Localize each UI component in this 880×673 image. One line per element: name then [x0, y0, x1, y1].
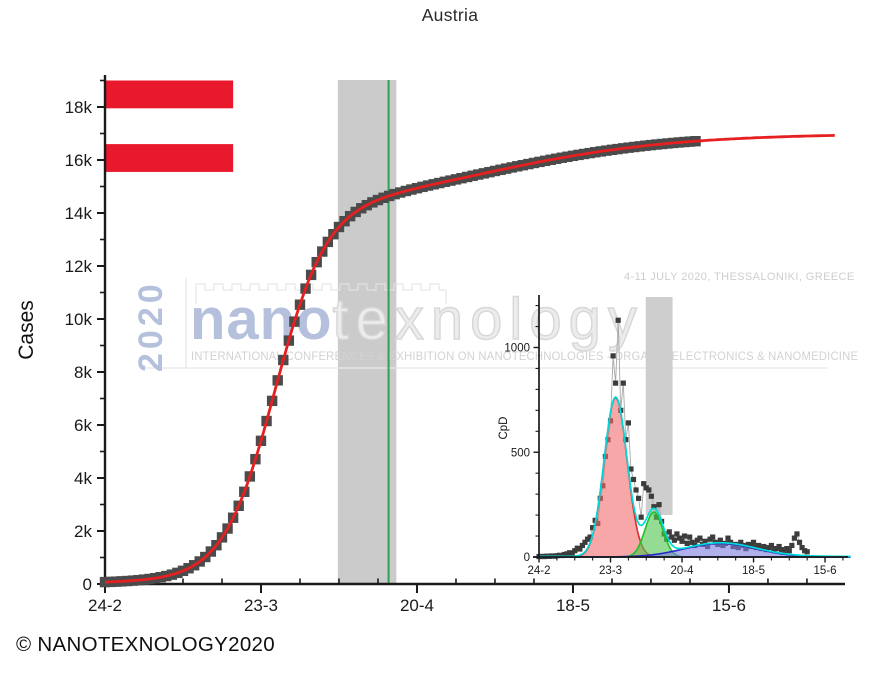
inset-data-point [615, 317, 621, 323]
inset-data-point [674, 531, 680, 537]
inset-data-point [613, 380, 619, 386]
lockdown-band [337, 80, 397, 584]
inset-x-tick-label: 20-4 [671, 565, 695, 577]
inset-data-point [727, 539, 734, 545]
x-tick-label: 18-5 [556, 596, 590, 615]
x-tick-label: 20-4 [400, 596, 434, 615]
inset-data-point [689, 539, 695, 545]
inset-data-point [717, 537, 723, 543]
y-tick-label: 0 [83, 575, 92, 594]
y-tick-label: 18k [65, 98, 93, 117]
inset-connector-line [538, 320, 808, 558]
inset-data-point [799, 544, 805, 551]
inset-data-point [579, 542, 586, 549]
inset-data-point [796, 539, 803, 545]
inset-data-point [756, 542, 762, 549]
inset-data-point [620, 380, 626, 386]
inset-lockdown-band [645, 297, 673, 515]
y-tick-label: 4k [74, 469, 92, 488]
y-tick-label: 16k [65, 151, 93, 170]
y-tick-label: 6k [74, 416, 92, 435]
inset-data-point [633, 487, 639, 493]
inset-data-point [666, 529, 672, 535]
inset-data-point [582, 539, 588, 545]
inset-data-point [676, 535, 683, 541]
y-tick-label: 2k [74, 522, 92, 541]
y-tick-label: 8k [74, 363, 92, 382]
inset-data-point [669, 534, 675, 540]
inset-data-point [791, 535, 797, 541]
y-tick-label: 14k [65, 204, 93, 223]
inset-data-point [623, 437, 629, 443]
inset-data-point [651, 504, 657, 510]
inset-data-point [710, 534, 716, 540]
inset-data-point [786, 548, 792, 554]
inset-data-point [761, 543, 767, 550]
inset-data-point [671, 537, 677, 543]
inset-data-point [610, 353, 616, 359]
inset-x-tick-label: 23-3 [599, 565, 622, 577]
inset-data-point [738, 539, 744, 545]
inset-x-tick-label: 15-6 [814, 565, 837, 577]
inset-data-point [768, 542, 775, 549]
inset-data-point [636, 495, 642, 501]
inset-data-point [776, 543, 782, 550]
inset-data-point [590, 525, 596, 531]
inset-data-point [638, 514, 644, 520]
inset-data-point [687, 534, 693, 540]
inset-data-point [679, 538, 685, 544]
fit-curve [104, 134, 835, 584]
inset-data-point [781, 549, 787, 555]
inset-data-point [804, 549, 810, 555]
castle-watermark-outline [195, 283, 447, 304]
inset-data-point [697, 535, 703, 541]
inset-data-point [648, 493, 654, 499]
y-tick-label: 12k [65, 257, 93, 276]
x-tick-label: 24-2 [88, 596, 122, 615]
inset-data-point [641, 481, 647, 487]
x-tick-label: 15-6 [712, 596, 746, 615]
inset-data-point [625, 420, 631, 426]
y-axis-title: Cases [15, 300, 38, 360]
inset-data-point [750, 539, 757, 545]
inset-data-point [630, 476, 637, 483]
austria-flag-bar [105, 144, 234, 172]
inset-x-tick-label: 24-2 [527, 565, 550, 577]
inset-data-point [587, 534, 593, 540]
inset-x-tick-label: 18-5 [742, 565, 765, 577]
inset-y-axis-title: CpD [498, 416, 510, 439]
x-tick-label: 23-3 [244, 596, 278, 615]
inset-peak-wave-1 [539, 396, 851, 558]
inset-data-point [646, 487, 652, 493]
inset-data-point [789, 542, 795, 549]
copyright-text: © NANOTEXNOLOGY2020 [16, 633, 275, 656]
inset-data-point [684, 540, 690, 546]
y-tick-label: 10k [65, 310, 93, 329]
inset-data-point [725, 535, 731, 541]
inset-y-tick-label: 0 [524, 552, 530, 564]
chart-title: Austria [421, 5, 479, 25]
inset-data-point [681, 533, 688, 539]
austria-flag-bar [105, 80, 234, 109]
inset-y-tick-label: 1000 [504, 343, 530, 355]
inset-data-point [628, 466, 634, 472]
inset-data-point [656, 502, 662, 508]
inset-y-tick-label: 500 [511, 447, 530, 459]
inset-data-point [702, 538, 708, 544]
inset-data-point [794, 531, 800, 537]
inset-envelope-curve [539, 395, 851, 558]
inset-data-point [577, 546, 583, 552]
